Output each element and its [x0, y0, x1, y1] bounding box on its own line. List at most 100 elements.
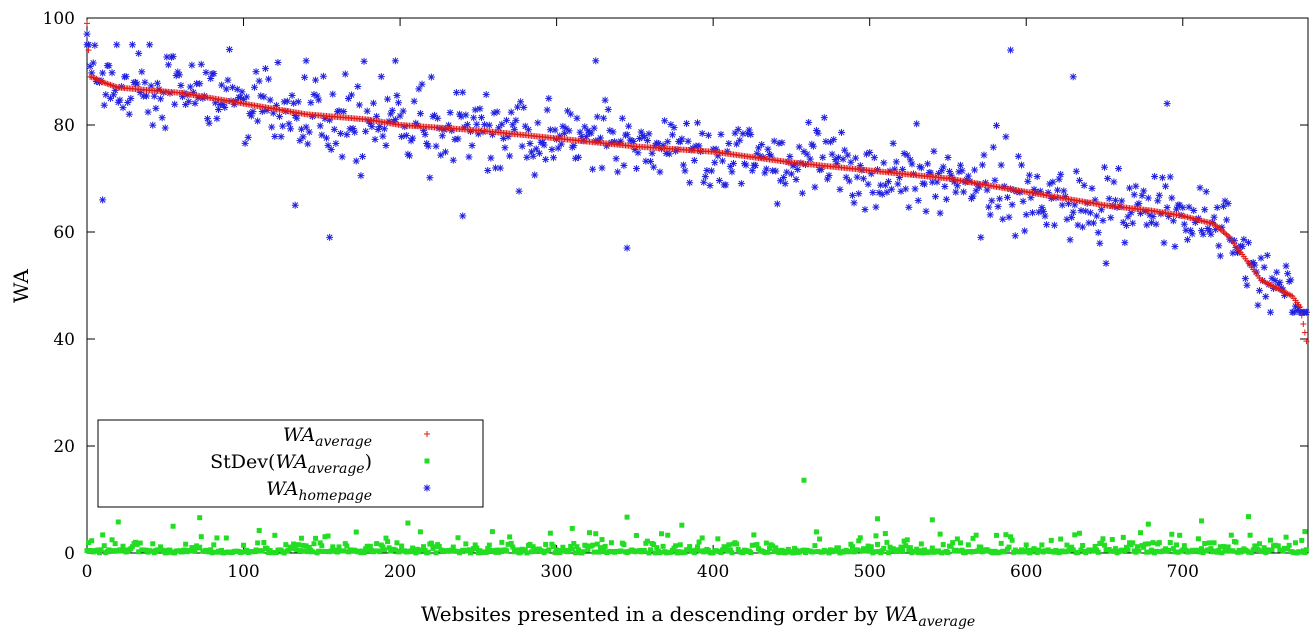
- stdev-point: [624, 514, 630, 520]
- stdev-point: [86, 540, 92, 546]
- homepage-point: [468, 142, 476, 150]
- series-layer: [83, 20, 1310, 556]
- homepage-point: [477, 114, 485, 122]
- homepage-point: [992, 122, 1000, 130]
- homepage-point: [369, 99, 377, 107]
- homepage-point: [600, 114, 608, 122]
- axes: 0 100 200 300 400 500 600 700 0 20 40 60 80 100: [43, 9, 1308, 582]
- stdev-point: [120, 543, 126, 549]
- stdev-point: [1156, 540, 1162, 546]
- homepage-point: [598, 164, 606, 172]
- homepage-point: [678, 135, 686, 143]
- homepage-point: [102, 91, 110, 99]
- stdev-point: [1062, 549, 1068, 555]
- stdev-point: [648, 547, 654, 553]
- homepage-point: [1003, 193, 1011, 201]
- stdev-point: [607, 548, 613, 554]
- homepage-point: [125, 110, 133, 118]
- stdev-point: [901, 538, 907, 544]
- homepage-point: [1213, 204, 1221, 212]
- homepage-point: [978, 161, 986, 169]
- homepage-point: [351, 128, 359, 136]
- homepage-point: [437, 151, 445, 159]
- homepage-point: [1024, 177, 1032, 185]
- stdev-point: [975, 548, 981, 554]
- stdev-point: [198, 534, 204, 540]
- stdev-point: [95, 547, 101, 553]
- homepage-point: [85, 41, 93, 49]
- stdev-point: [413, 550, 419, 556]
- homepage-point: [238, 88, 246, 96]
- homepage-point: [730, 159, 738, 167]
- homepage-point: [324, 141, 332, 149]
- homepage-point: [956, 161, 964, 169]
- x-tick-label: 0: [82, 562, 93, 582]
- y-tick-label: 60: [53, 223, 75, 243]
- stdev-point: [134, 541, 140, 547]
- stdev-point: [1250, 547, 1256, 553]
- stdev-point: [416, 549, 422, 555]
- homepage-point: [593, 113, 601, 121]
- legend-label-wa-homepage: WAhomepage: [266, 478, 372, 504]
- stdev-point: [857, 535, 863, 541]
- homepage-point: [185, 98, 193, 106]
- homepage-point: [931, 193, 939, 201]
- stdev-point: [652, 550, 658, 556]
- homepage-point: [1147, 219, 1155, 227]
- stdev-point: [1091, 548, 1097, 554]
- homepage-point: [405, 152, 413, 160]
- homepage-point: [805, 118, 813, 126]
- stdev-point: [1080, 542, 1086, 548]
- homepage-point: [953, 182, 961, 190]
- homepage-point: [787, 170, 795, 178]
- stdev-point: [906, 547, 912, 553]
- homepage-point: [338, 153, 346, 161]
- stdev-point: [723, 544, 729, 550]
- stdev-point: [785, 546, 791, 552]
- stdev-point: [489, 529, 495, 535]
- stdev-point: [366, 547, 372, 553]
- stdev-point: [468, 550, 474, 556]
- homepage-point: [902, 185, 910, 193]
- homepage-point: [803, 150, 811, 158]
- x-tick-label: 400: [697, 562, 729, 582]
- homepage-point: [942, 195, 950, 203]
- y-tick-label: 40: [53, 330, 75, 350]
- homepage-point: [1075, 176, 1083, 184]
- stdev-point: [596, 549, 602, 555]
- stdev-point: [316, 548, 322, 554]
- homepage-point: [1066, 236, 1074, 244]
- stdev-point: [309, 549, 315, 555]
- homepage-point: [518, 142, 526, 150]
- stdev-point: [917, 548, 923, 554]
- stdev-point: [522, 547, 528, 553]
- homepage-point: [908, 160, 916, 168]
- stdev-point: [887, 544, 893, 550]
- homepage-point: [531, 171, 539, 179]
- homepage-point: [470, 114, 478, 122]
- homepage-point: [988, 197, 996, 205]
- homepage-point: [105, 62, 113, 70]
- stdev-point: [1255, 547, 1261, 553]
- stdev-point: [197, 544, 203, 550]
- stdev-point: [1180, 547, 1186, 553]
- homepage-point: [632, 165, 640, 173]
- homepage-point: [844, 151, 852, 159]
- homepage-point: [737, 180, 745, 188]
- stdev-point: [150, 541, 156, 547]
- stdev-point: [1225, 544, 1231, 550]
- stdev-point: [767, 545, 773, 551]
- homepage-point: [917, 164, 925, 172]
- homepage-point: [911, 185, 919, 193]
- homepage-point: [380, 125, 388, 133]
- homepage-point: [1149, 213, 1157, 221]
- stdev-point: [948, 543, 954, 549]
- stdev-point: [970, 535, 976, 541]
- homepage-point: [1132, 182, 1140, 190]
- stdev-point: [1299, 537, 1305, 543]
- stdev-point: [107, 548, 113, 554]
- homepage-point: [1243, 281, 1251, 289]
- stdev-point: [875, 516, 881, 522]
- stdev-point: [921, 547, 927, 553]
- stdev-point: [765, 549, 771, 555]
